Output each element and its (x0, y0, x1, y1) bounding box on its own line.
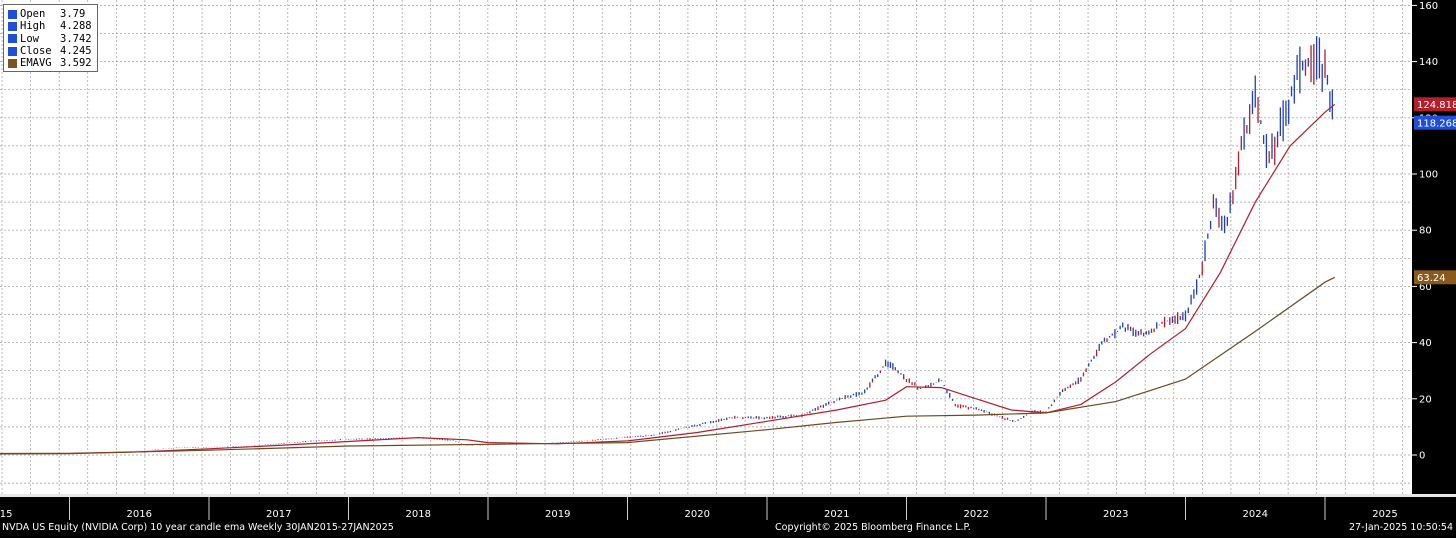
y-tick-label: 60 (1419, 282, 1432, 293)
footer-timestamp: 27-Jan-2025 10:50:54 (1349, 522, 1453, 533)
chart-legend: Open 3.79 High 4.288 Low 3.742 Close 4.2… (3, 4, 98, 73)
x-tick-label: 2016 (127, 509, 152, 520)
last-value-markers: 124.818 118.268 63.24 (1414, 97, 1456, 285)
y-tick-label: 40 (1419, 338, 1432, 349)
legend-item: Open 3.79 (8, 8, 92, 20)
x-tick-label: 2015 (0, 509, 12, 520)
y-axis: 020406080100120140160 (1412, 1, 1438, 462)
y-tick-label: 140 (1419, 57, 1438, 68)
legend-item: EMAVG 3.592 (8, 57, 92, 69)
x-tick-label: 2017 (266, 509, 291, 520)
plot-area (0, 0, 1412, 494)
last-value-box (1414, 115, 1456, 130)
legend-label: Close (20, 44, 52, 57)
legend-value: 3.592 (60, 57, 92, 70)
x-tick-label: 2025 (1372, 509, 1397, 520)
x-tick-label: 2024 (1243, 509, 1268, 520)
x-tick-label: 2023 (1103, 509, 1128, 520)
legend-swatch (8, 21, 17, 31)
legend-swatch (8, 46, 17, 56)
last-value-box (1414, 97, 1456, 112)
x-axis: 2015 2016 2017 2018 2019 2020 2021 2022 2023 2024… (0, 494, 1456, 520)
last-value-label: 118.268 (1417, 118, 1456, 129)
footer-copyright: Copyright© 2025 Bloomberg Finance L.P. (775, 522, 971, 533)
price-candles (0, 36, 1333, 454)
legend-label: High (20, 20, 46, 33)
y-tick-label: 160 (1419, 1, 1438, 12)
x-tick-label: 2019 (545, 509, 570, 520)
legend-label: EMAVG (20, 57, 52, 70)
last-value-label: 63.24 (1417, 273, 1446, 284)
legend-swatch (8, 34, 17, 44)
x-tick-label: 2020 (685, 509, 710, 520)
x-tick-label: 2018 (406, 509, 431, 520)
legend-item: High 4.288 (8, 20, 92, 32)
x-tick-label: 2022 (964, 509, 989, 520)
legend-value: 4.288 (60, 20, 92, 33)
legend-value: 4.245 (60, 44, 92, 57)
last-value-label: 124.818 (1417, 100, 1456, 111)
legend-label: Low (20, 32, 39, 45)
moving-average-line (0, 103, 1336, 455)
indicator-lines (0, 103, 1336, 455)
y-tick-label: 80 (1419, 226, 1432, 237)
x-axis-rule (0, 494, 1456, 497)
ema-line (0, 276, 1336, 455)
y-tick-label: 0 (1419, 451, 1425, 462)
legend-value: 3.742 (60, 32, 92, 45)
legend-swatch (8, 58, 17, 68)
last-value-box (1414, 270, 1456, 285)
legend-label: Open (20, 8, 46, 20)
legend-value: 3.79 (60, 8, 86, 20)
y-tick-label: 100 (1419, 170, 1438, 181)
legend-swatch (8, 9, 17, 19)
gridlines (0, 0, 1412, 494)
x-tick-label: 2021 (824, 509, 849, 520)
footer-title: NVDA US Equity (NVIDIA Corp) 10 year can… (2, 522, 394, 533)
legend-item: Low 3.742 (8, 33, 92, 45)
y-tick-label: 20 (1419, 394, 1432, 405)
legend-item: Close 4.245 (8, 45, 92, 57)
